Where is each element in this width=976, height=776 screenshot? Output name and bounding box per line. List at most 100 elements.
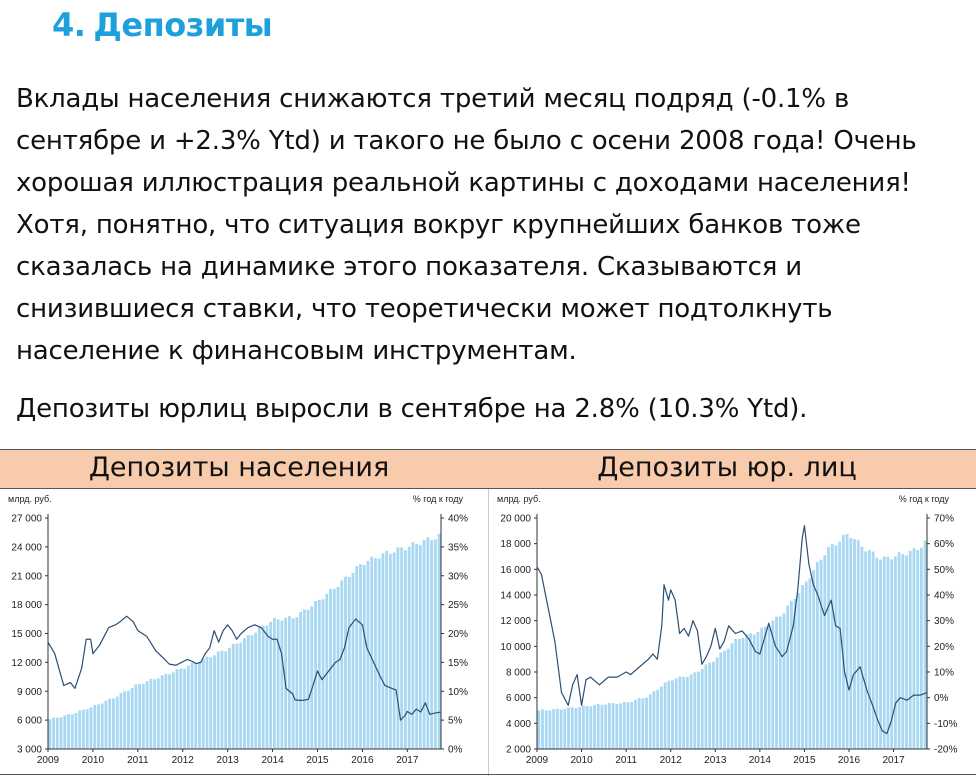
bar [693, 672, 697, 749]
yoy-growth-line [47, 615, 442, 721]
right-tick-label: 30% [934, 616, 954, 627]
x-tick-label: 2011 [127, 755, 149, 766]
bar [711, 661, 715, 749]
bar [596, 703, 600, 749]
bar [730, 643, 734, 749]
bar [59, 717, 63, 749]
bar [123, 691, 127, 749]
bar [585, 706, 589, 749]
bar [741, 637, 745, 749]
bar [708, 662, 712, 749]
bar [430, 540, 434, 749]
x-tick-label: 2009 [37, 755, 60, 766]
left-tick-label: 6 000 [506, 693, 531, 704]
x-tick-label: 2009 [526, 755, 549, 766]
bar [82, 709, 85, 749]
bar [216, 651, 220, 749]
bar [351, 572, 355, 749]
right-tick-label: 70% [934, 514, 954, 525]
bar [261, 625, 265, 749]
left-tick-label: 2 000 [506, 745, 531, 756]
bar [860, 546, 864, 749]
bar [905, 555, 908, 749]
bar [63, 715, 67, 749]
bar [678, 676, 682, 749]
bar [156, 678, 160, 749]
bar [641, 698, 645, 749]
x-tick-label: 2010 [570, 755, 593, 766]
bar [418, 545, 422, 749]
bar [834, 545, 838, 749]
charts-header-band: Депозиты населения Депозиты юр. лиц [0, 449, 976, 489]
left-tick-label: 8 000 [506, 668, 531, 679]
bar [366, 560, 370, 749]
bar [600, 704, 604, 749]
bar [760, 627, 764, 749]
bar [645, 697, 648, 749]
bar [149, 678, 153, 749]
right-axis-unit: % год к году [413, 494, 464, 504]
left-tick-label: 12 000 [11, 658, 42, 669]
bar [685, 676, 689, 749]
x-tick-label: 2013 [704, 755, 727, 766]
bar [704, 664, 708, 749]
bar [726, 648, 730, 749]
bar [812, 569, 816, 749]
bar [78, 710, 82, 749]
charts-divider [488, 489, 489, 776]
bar [310, 606, 314, 749]
right-tick-label: 40% [448, 514, 468, 525]
chart-title-corporate: Депозиты юр. лиц [597, 452, 857, 483]
bar [838, 541, 842, 749]
bar [377, 558, 381, 749]
bar [115, 696, 119, 749]
bar [265, 625, 269, 749]
yoy-growth-line [536, 525, 928, 735]
bar [254, 632, 258, 749]
bar [763, 626, 767, 749]
bar [153, 679, 157, 749]
left-axis-unit: млрд. руб. [8, 494, 52, 504]
bar [689, 674, 693, 749]
bar [912, 548, 916, 749]
bar [871, 551, 875, 749]
bar [574, 708, 578, 749]
bar [593, 704, 596, 749]
bar [239, 642, 243, 749]
bar [544, 710, 548, 749]
x-tick-label: 2014 [261, 755, 284, 766]
section-title: Депозиты [93, 6, 273, 44]
bar [97, 704, 100, 749]
right-tick-label: 35% [448, 542, 468, 553]
x-tick-label: 2010 [82, 755, 105, 766]
left-tick-label: 24 000 [11, 542, 42, 553]
bar [656, 689, 660, 749]
bar [581, 705, 585, 749]
bar [737, 639, 741, 749]
left-tick-label: 16 000 [500, 565, 531, 576]
bar [52, 717, 55, 749]
bar [258, 627, 261, 749]
bar [782, 613, 786, 749]
bar [823, 555, 827, 749]
bar [856, 540, 860, 749]
bar [385, 550, 389, 749]
bar [280, 620, 284, 749]
bar [205, 656, 209, 749]
retail-deposits-chart: млрд. руб. % год к году 3 000 6 000 9 000 12 … [8, 494, 468, 766]
left-tick-label: 18 000 [11, 600, 42, 611]
bar [916, 550, 920, 749]
bar [194, 662, 198, 749]
bar [756, 631, 760, 749]
bar [134, 684, 138, 749]
bar [637, 698, 641, 749]
right-tick-label: -20% [934, 745, 957, 756]
bar [537, 710, 541, 749]
bar [719, 652, 723, 749]
x-tick-label: 2015 [793, 755, 816, 766]
bar [299, 611, 303, 749]
bar [422, 540, 426, 749]
bar [555, 708, 559, 749]
bar [381, 553, 385, 749]
bar [570, 707, 574, 749]
